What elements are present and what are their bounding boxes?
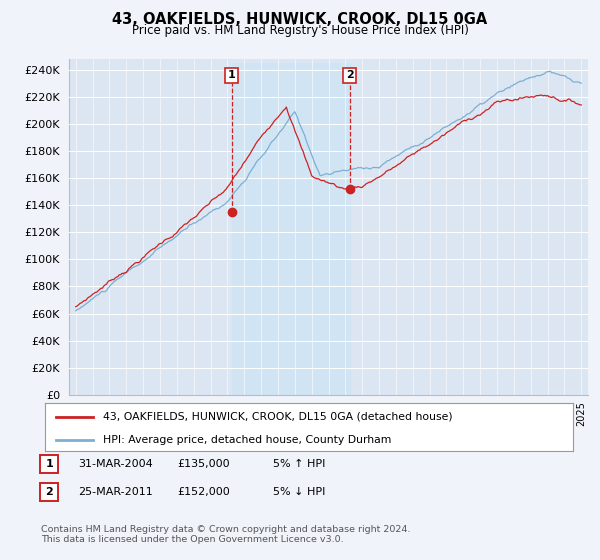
Text: 31-MAR-2004: 31-MAR-2004 xyxy=(78,459,153,469)
Text: Price paid vs. HM Land Registry's House Price Index (HPI): Price paid vs. HM Land Registry's House … xyxy=(131,24,469,36)
Text: £135,000: £135,000 xyxy=(177,459,230,469)
Text: 2: 2 xyxy=(346,71,353,81)
Text: Contains HM Land Registry data © Crown copyright and database right 2024.: Contains HM Land Registry data © Crown c… xyxy=(41,525,410,534)
Text: 43, OAKFIELDS, HUNWICK, CROOK, DL15 0GA: 43, OAKFIELDS, HUNWICK, CROOK, DL15 0GA xyxy=(112,12,488,27)
Text: 1: 1 xyxy=(46,459,53,469)
Text: HPI: Average price, detached house, County Durham: HPI: Average price, detached house, Coun… xyxy=(103,435,391,445)
Text: 5% ↑ HPI: 5% ↑ HPI xyxy=(273,459,325,469)
Text: 1: 1 xyxy=(228,71,235,81)
Text: 43, OAKFIELDS, HUNWICK, CROOK, DL15 0GA (detached house): 43, OAKFIELDS, HUNWICK, CROOK, DL15 0GA … xyxy=(103,412,453,422)
Text: This data is licensed under the Open Government Licence v3.0.: This data is licensed under the Open Gov… xyxy=(41,535,343,544)
Text: 5% ↓ HPI: 5% ↓ HPI xyxy=(273,487,325,497)
Text: 2: 2 xyxy=(46,487,53,497)
Text: £152,000: £152,000 xyxy=(177,487,230,497)
Text: 25-MAR-2011: 25-MAR-2011 xyxy=(78,487,153,497)
